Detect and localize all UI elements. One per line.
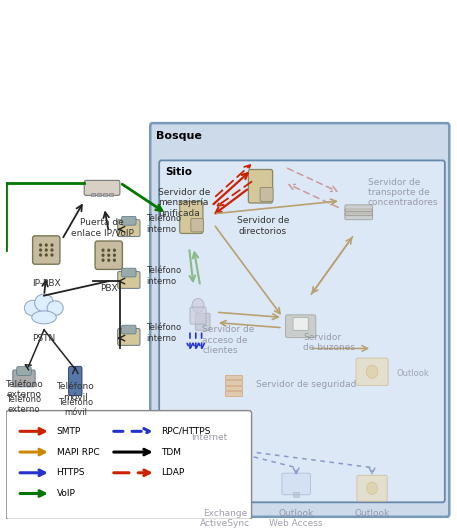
Text: HTTPS: HTTPS [57, 468, 85, 477]
Text: Teléfono
móvil: Teléfono móvil [56, 382, 94, 402]
Text: Outlook
Web Access: Outlook Web Access [270, 509, 323, 528]
FancyBboxPatch shape [117, 220, 140, 237]
Text: Teléfono
externo: Teléfono externo [6, 395, 42, 414]
Circle shape [102, 259, 104, 261]
Circle shape [108, 254, 110, 256]
Text: MAPI RPC: MAPI RPC [57, 447, 99, 456]
Text: Exchange
ActiveSync: Exchange ActiveSync [200, 509, 250, 528]
Bar [225, 375, 242, 379]
Circle shape [367, 365, 378, 378]
FancyBboxPatch shape [282, 473, 310, 495]
FancyBboxPatch shape [356, 358, 388, 386]
Text: Outlook: Outlook [355, 509, 390, 518]
Circle shape [40, 254, 42, 256]
Text: Servidor de
directorios: Servidor de directorios [237, 217, 289, 236]
FancyBboxPatch shape [6, 411, 251, 519]
Ellipse shape [213, 426, 228, 440]
Circle shape [40, 244, 42, 246]
Circle shape [108, 250, 110, 251]
FancyBboxPatch shape [84, 180, 120, 195]
FancyBboxPatch shape [357, 476, 387, 501]
Text: VoIP: VoIP [57, 489, 75, 498]
Text: Internet: Internet [191, 433, 227, 442]
Text: IP-PBX: IP-PBX [32, 279, 61, 287]
Bar [225, 380, 242, 385]
FancyBboxPatch shape [249, 170, 272, 203]
Ellipse shape [200, 419, 218, 437]
Circle shape [51, 254, 53, 256]
Text: PBX: PBX [100, 284, 117, 293]
Bar [225, 386, 242, 390]
Bar [91, 193, 95, 196]
Text: LDAP: LDAP [161, 468, 185, 477]
Ellipse shape [47, 301, 63, 315]
FancyBboxPatch shape [180, 201, 203, 234]
Text: Servidor de seguridad: Servidor de seguridad [256, 379, 356, 388]
Bar [293, 493, 299, 497]
FancyBboxPatch shape [32, 236, 60, 264]
FancyBboxPatch shape [69, 367, 82, 396]
Text: Teléfono
interno: Teléfono interno [146, 323, 181, 343]
Text: Teléfono
móvil: Teléfono móvil [58, 398, 93, 417]
Text: Outlook: Outlook [397, 369, 430, 378]
Circle shape [45, 244, 47, 246]
FancyBboxPatch shape [293, 318, 308, 330]
Circle shape [114, 254, 115, 256]
Circle shape [51, 244, 53, 246]
Text: PSTN: PSTN [32, 334, 56, 343]
Circle shape [108, 259, 110, 261]
Ellipse shape [35, 294, 53, 312]
FancyBboxPatch shape [260, 187, 273, 202]
Circle shape [114, 259, 115, 261]
FancyBboxPatch shape [195, 313, 210, 330]
Text: Servidor de
acceso de
clientes: Servidor de acceso de clientes [202, 325, 255, 355]
Circle shape [114, 250, 115, 251]
FancyBboxPatch shape [345, 209, 372, 215]
Text: Servidor
de buzones: Servidor de buzones [303, 333, 355, 352]
Circle shape [102, 250, 104, 251]
Text: TDM: TDM [161, 447, 181, 456]
FancyBboxPatch shape [122, 325, 136, 334]
Circle shape [192, 298, 204, 312]
FancyBboxPatch shape [117, 329, 140, 345]
Text: RPC/HTTPS: RPC/HTTPS [161, 427, 211, 436]
FancyBboxPatch shape [159, 161, 445, 502]
Circle shape [51, 249, 53, 251]
FancyBboxPatch shape [286, 315, 316, 338]
Circle shape [40, 249, 42, 251]
FancyBboxPatch shape [122, 217, 136, 225]
Text: Teléfono
interno: Teléfono interno [146, 214, 181, 234]
FancyBboxPatch shape [117, 271, 140, 288]
Bar [225, 391, 242, 396]
Bar [109, 193, 113, 196]
Text: Teléfono
externo: Teléfono externo [5, 379, 43, 399]
FancyBboxPatch shape [218, 473, 232, 503]
Bar [97, 193, 101, 196]
Text: Teléfono
interno: Teléfono interno [146, 266, 181, 286]
FancyBboxPatch shape [345, 205, 372, 212]
Ellipse shape [197, 436, 222, 449]
Circle shape [45, 254, 47, 256]
Circle shape [102, 254, 104, 256]
Circle shape [45, 249, 47, 251]
FancyBboxPatch shape [190, 307, 206, 324]
Text: Servidor de
mensajería
unificada: Servidor de mensajería unificada [158, 188, 210, 218]
Text: SMTP: SMTP [57, 427, 81, 436]
FancyBboxPatch shape [122, 268, 136, 277]
Text: Servidor de
transporte de
concentradores: Servidor de transporte de concentradores [367, 178, 438, 207]
Ellipse shape [32, 311, 56, 324]
Text: Sitio: Sitio [165, 167, 192, 177]
FancyBboxPatch shape [17, 367, 31, 376]
FancyBboxPatch shape [345, 213, 372, 220]
Text: Bosque: Bosque [156, 131, 202, 141]
Circle shape [367, 482, 377, 495]
Ellipse shape [190, 426, 207, 441]
Text: Puerta de
enlace IP/VoIP: Puerta de enlace IP/VoIP [71, 218, 133, 237]
FancyBboxPatch shape [95, 241, 122, 269]
FancyBboxPatch shape [150, 123, 449, 517]
Ellipse shape [24, 300, 41, 316]
FancyBboxPatch shape [13, 370, 35, 387]
FancyBboxPatch shape [191, 219, 203, 232]
Bar [103, 193, 107, 196]
